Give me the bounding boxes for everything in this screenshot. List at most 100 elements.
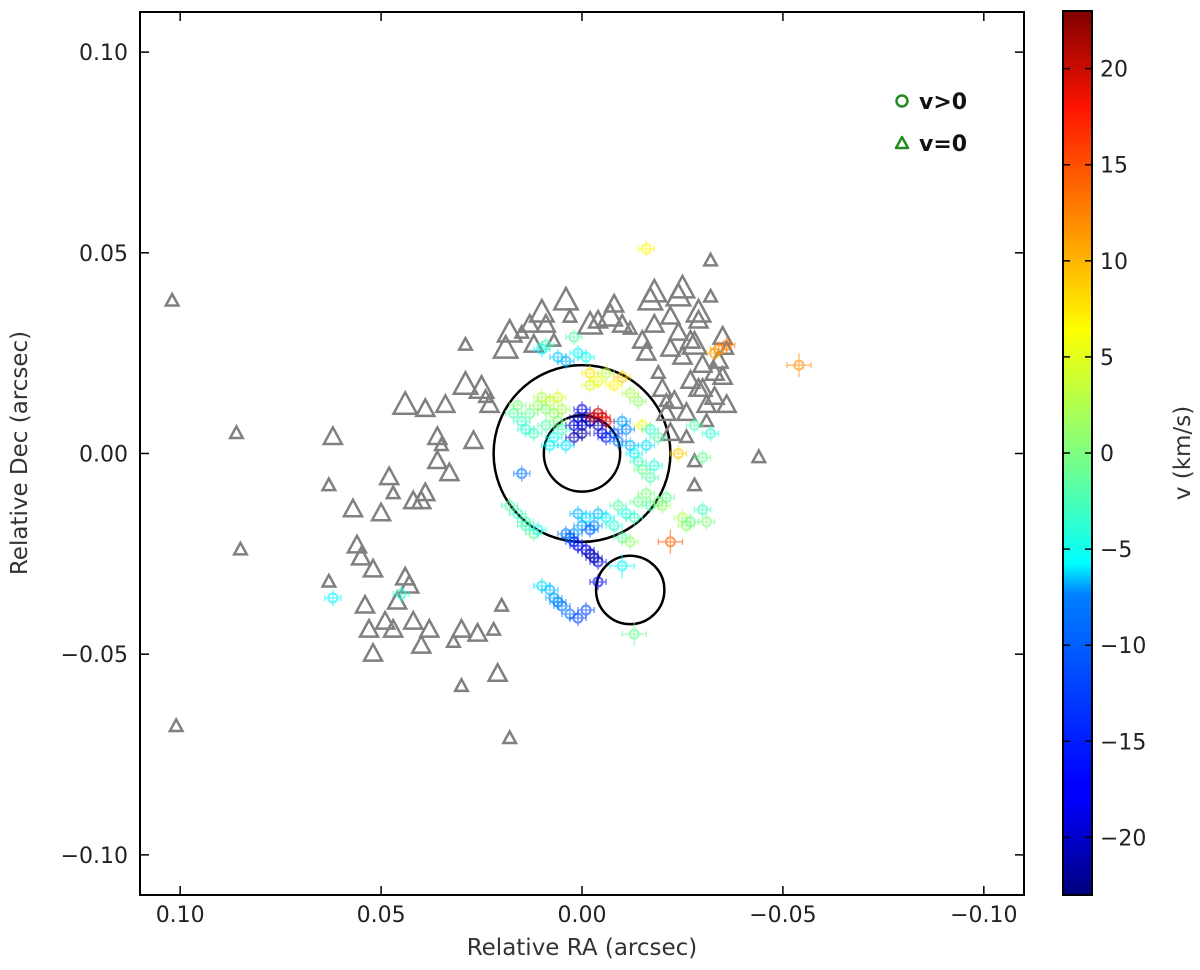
circle-marker	[600, 512, 612, 524]
triangle-point-3	[232, 540, 249, 556]
x-tick-label: −0.05	[749, 903, 816, 928]
triangle-point-2	[228, 423, 245, 440]
x-axis-title: Relative RA (arcsec)	[467, 935, 698, 961]
plot-background	[140, 12, 1024, 895]
y-tick-label: 0.10	[79, 41, 128, 66]
triangle-point-39	[457, 335, 474, 351]
circle-point-61	[557, 353, 575, 370]
triangle-point-32	[432, 435, 450, 452]
circle-point-44	[525, 425, 543, 442]
triangle-point-48	[491, 333, 520, 359]
circle-marker	[644, 471, 656, 484]
triangle-point-34	[438, 460, 461, 482]
circle-point-119	[625, 509, 643, 526]
triangle-point-15	[374, 609, 397, 630]
triangle-point-61	[596, 301, 624, 327]
legend-circle-marker	[895, 94, 909, 108]
circle-point-70	[613, 369, 631, 386]
triangle-point-83	[678, 427, 695, 444]
triangle-point-16	[378, 464, 401, 486]
circle-point-121	[637, 485, 655, 502]
triangle-point-66	[635, 340, 658, 361]
triangle-point-95	[698, 411, 715, 428]
colorbar-title: v (km/s)	[1170, 406, 1196, 500]
circle-marker	[512, 508, 524, 520]
circle-point-113	[585, 517, 603, 534]
circle-marker	[572, 612, 584, 624]
circle-point-74	[641, 421, 659, 438]
circle-point-75	[649, 429, 668, 446]
triangle-point-12	[361, 641, 385, 662]
triangle-point-69	[643, 312, 666, 333]
circle-marker	[540, 419, 552, 432]
triangle-point-91	[687, 308, 710, 329]
triangle-point-50	[501, 728, 519, 745]
triangle-point-20	[391, 389, 420, 416]
circle-point-23	[589, 573, 607, 590]
triangle-point-18	[384, 484, 402, 500]
circle-marker	[636, 463, 648, 476]
triangle-series	[163, 251, 768, 745]
triangle-point-87	[686, 451, 703, 468]
triangle-point-5	[320, 475, 338, 492]
triangle-point-36	[450, 617, 473, 638]
triangle-point-8	[345, 533, 369, 554]
triangle-point-97	[702, 251, 719, 267]
colorbar-ticks: 20 15 10 5 0 −5 −10 −15 −20	[1063, 58, 1146, 851]
circle-marker	[684, 516, 697, 528]
circle-marker	[568, 431, 580, 444]
circle-marker	[624, 536, 636, 548]
y-tick-label: 0.00	[79, 443, 128, 468]
circle-marker	[704, 427, 717, 440]
y-tick-label: −0.05	[61, 643, 128, 668]
circle-marker	[640, 243, 652, 255]
circle-marker	[520, 520, 532, 532]
circle-point-29	[657, 489, 676, 506]
circle-marker	[652, 431, 664, 444]
triangle-point-57	[552, 285, 580, 311]
circle-marker	[608, 379, 620, 391]
triangle-point-76	[659, 420, 682, 442]
triangle-point-84	[679, 368, 702, 390]
circle-marker	[793, 359, 805, 371]
circle-marker	[620, 423, 632, 436]
triangle-point-99	[703, 384, 726, 406]
circle-marker	[664, 536, 677, 548]
triangle-point-52	[518, 312, 541, 333]
circle-point-0	[637, 240, 655, 257]
circle-marker	[640, 439, 652, 452]
circle-point-64	[577, 349, 595, 366]
circle-point-97	[641, 469, 659, 486]
colorbar-tick-label: 15	[1100, 154, 1128, 179]
colorbar-tick-label: 5	[1100, 346, 1114, 371]
triangle-point-10	[353, 593, 377, 614]
x-tick-label: 0.10	[156, 903, 205, 928]
triangle-point-11	[357, 617, 381, 638]
circle-marker	[592, 556, 604, 568]
circle-marker	[327, 592, 339, 604]
triangle-point-59	[576, 309, 604, 335]
y-axis-ticks: 0.10 0.05 0.00 −0.05 −0.10	[61, 41, 1024, 869]
triangle-point-45	[485, 620, 503, 636]
x-tick-label: 0.05	[357, 903, 406, 928]
triangle-point-101	[711, 364, 734, 385]
circle-marker	[580, 351, 592, 363]
legend: v>0 v=0	[894, 90, 967, 157]
colorbar-tick-label: −20	[1100, 826, 1146, 851]
circle-point-25	[621, 622, 647, 647]
triangle-point-27	[414, 481, 437, 502]
triangle-point-93	[691, 376, 714, 398]
triangle-point-78	[667, 320, 690, 341]
triangle-point-71	[651, 376, 674, 398]
colorbar-tick-label: 20	[1100, 58, 1128, 83]
circle-marker	[612, 435, 624, 448]
circle-marker	[512, 399, 524, 411]
colorbar-tick-label: 10	[1100, 250, 1128, 275]
circle-point-4	[705, 345, 724, 362]
triangle-point-74	[659, 304, 682, 325]
circle-marker	[568, 331, 580, 343]
triangle-point-85	[679, 328, 702, 349]
circle-marker	[628, 512, 640, 524]
triangle-point-80	[668, 273, 697, 299]
circle-point-38	[669, 445, 688, 462]
